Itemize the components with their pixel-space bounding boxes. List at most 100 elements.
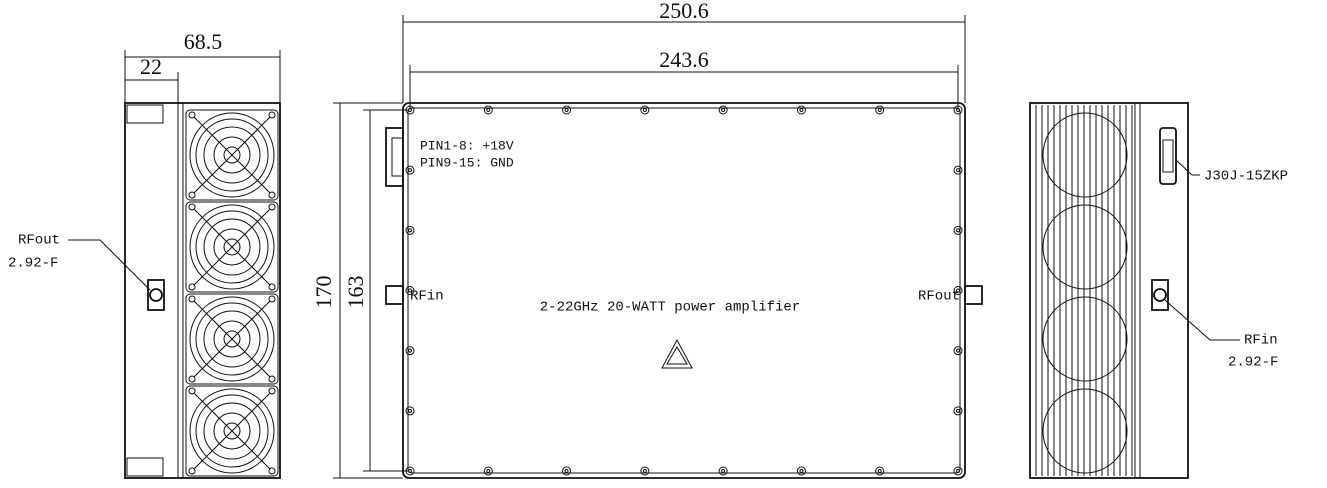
dc-connector — [385, 127, 404, 187]
output-label: RFout — [918, 289, 960, 305]
screw — [796, 466, 806, 476]
screw — [721, 469, 726, 473]
fan-screw — [268, 191, 276, 199]
screw — [956, 408, 960, 413]
screw — [877, 108, 882, 112]
dim-height-outer: 170 — [311, 276, 336, 309]
fan-screw — [268, 283, 276, 291]
body-outline — [1029, 102, 1189, 479]
screw — [642, 469, 647, 473]
fan-screw — [188, 375, 196, 383]
fan-ring — [203, 126, 261, 184]
fan-ring — [213, 412, 251, 450]
fan-ring — [195, 394, 269, 468]
screw — [562, 466, 572, 476]
screw — [408, 348, 412, 353]
fan-ring — [223, 422, 241, 440]
fan-screw — [188, 467, 196, 475]
screw — [405, 286, 415, 295]
dsub-connector — [1162, 139, 1174, 173]
screw — [486, 469, 491, 473]
screw — [405, 406, 415, 416]
dim-offset: 22 — [140, 54, 162, 79]
screw — [953, 165, 963, 175]
screw — [956, 348, 960, 353]
fan-screw — [188, 111, 196, 119]
fan-screw — [268, 111, 276, 119]
screw — [408, 288, 412, 293]
screw — [956, 228, 960, 233]
fan-guard — [193, 208, 271, 286]
esd-symbol — [666, 346, 688, 365]
fan-ring — [223, 330, 241, 348]
pin-note: PIN1-8: +18V — [420, 138, 514, 153]
fan-screw — [188, 283, 196, 291]
dsub-connector — [1159, 127, 1177, 185]
fan-ring — [203, 310, 261, 368]
leader — [68, 239, 151, 291]
fan-guard — [193, 392, 271, 470]
foot — [126, 104, 164, 124]
screw — [405, 165, 415, 175]
fan-frame — [185, 109, 279, 201]
fan-screw — [268, 387, 276, 395]
foot — [126, 457, 164, 477]
connector — [147, 279, 165, 311]
rf-connector — [385, 285, 404, 305]
fan-guard — [193, 300, 271, 378]
fan-screw — [268, 375, 276, 383]
screw — [875, 105, 885, 115]
screw — [956, 469, 960, 473]
fan-outline — [1042, 388, 1128, 474]
fan-ring — [189, 296, 275, 382]
screw — [408, 469, 412, 473]
screw — [718, 466, 728, 476]
screw — [562, 105, 572, 115]
screw — [405, 105, 415, 115]
screw — [642, 108, 647, 112]
right-view: J30J-15ZKP RFin 2.92-F — [1029, 102, 1288, 479]
fan-ring — [203, 402, 261, 460]
fan-ring — [223, 238, 241, 256]
body-outline — [124, 102, 281, 479]
product-title: 2-22GHz 20-WATT power amplifier — [540, 300, 800, 316]
screw — [718, 105, 728, 115]
leader — [1164, 299, 1240, 341]
fan-screw — [188, 203, 196, 211]
fan-outline — [1042, 204, 1128, 290]
screw — [408, 408, 412, 413]
screw — [486, 108, 491, 112]
fan-outline — [1042, 112, 1128, 198]
connector — [1153, 288, 1167, 302]
screw — [956, 288, 960, 293]
pin-note: PIN9-15: GND — [420, 155, 514, 170]
fan-ring — [195, 118, 269, 192]
fan-screw — [268, 203, 276, 211]
fan-screw — [188, 191, 196, 199]
screw — [408, 168, 412, 173]
dim-width-inner: 243.6 — [659, 47, 709, 72]
fan-ring — [213, 136, 251, 174]
connector-type: 2.92-F — [8, 256, 58, 272]
connector-label: RFout — [18, 233, 60, 249]
screw — [953, 466, 963, 476]
fan-screw — [188, 387, 196, 395]
screw — [877, 469, 882, 473]
screw — [483, 466, 493, 476]
fan-ring — [189, 388, 275, 474]
screw — [408, 228, 412, 233]
screw — [956, 168, 960, 173]
front-view: 250.6 243.6 170 163 PIN1-8: +18V PIN9-15… — [311, 0, 983, 479]
fan-screw — [268, 467, 276, 475]
leader — [1175, 159, 1200, 176]
screw — [799, 469, 804, 473]
connector-label: J30J-15ZKP — [1204, 169, 1288, 185]
fan-ring — [195, 302, 269, 376]
rf-connector — [964, 285, 983, 305]
screw — [953, 286, 963, 295]
input-label: RFin — [1244, 333, 1278, 349]
screw — [953, 346, 963, 356]
screw — [405, 225, 415, 235]
dc-connector — [391, 137, 404, 177]
